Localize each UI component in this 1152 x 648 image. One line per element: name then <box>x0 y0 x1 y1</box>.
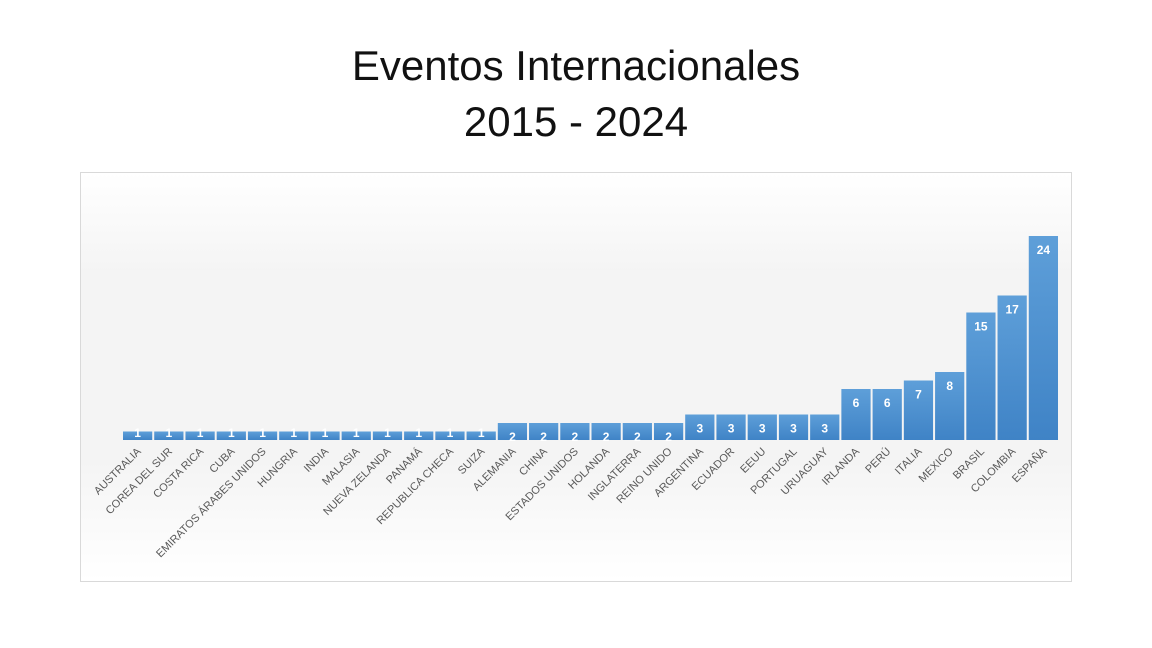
bar-reino-unido <box>653 423 684 440</box>
bar-corea-del-sur <box>154 431 184 440</box>
bar-value-label: 2 <box>572 430 579 444</box>
bar-uruaguay <box>810 414 840 440</box>
bar-inglaterra <box>622 423 652 440</box>
bar-value-label: 2 <box>540 430 547 444</box>
bar-value-label: 3 <box>696 422 703 436</box>
bar-value-label: 2 <box>603 430 610 444</box>
chart-title-line1: Eventos Internacionales <box>351 42 801 89</box>
bar-panam- <box>404 431 434 440</box>
bar-value-label: 1 <box>259 426 266 440</box>
category-label: REINO UNIDO <box>614 445 675 506</box>
category-label: MEXICO <box>917 445 956 484</box>
bar-italia <box>903 380 934 440</box>
bar-argentina <box>685 414 715 440</box>
bar-value-label: 15 <box>974 320 988 334</box>
bar-value-label: 1 <box>322 426 329 440</box>
chart-title: Eventos Internacionales 2015 - 2024 <box>0 38 1152 150</box>
bar-malasia <box>341 431 371 440</box>
bar-value-label: 3 <box>728 422 735 436</box>
bar-value-label: 6 <box>853 396 860 410</box>
bar-australia <box>123 431 153 440</box>
bar-value-label: 6 <box>884 396 891 410</box>
bar-value-label: 1 <box>478 426 485 440</box>
bar-irlanda <box>841 389 871 440</box>
bar-value-label: 24 <box>1037 243 1051 257</box>
bar-value-label: 7 <box>915 388 922 402</box>
bar-value-label: 3 <box>790 422 797 436</box>
bar-eeuu <box>747 414 777 440</box>
bar-value-label: 1 <box>134 426 141 440</box>
bar-nueva-zelanda <box>372 431 403 440</box>
bar-costa-rica <box>185 431 215 440</box>
category-label: ESPAÑA <box>1009 444 1050 485</box>
bar-alemania <box>497 423 528 440</box>
category-label: INDIA <box>302 445 332 475</box>
bar-value-label: 2 <box>634 430 641 444</box>
bar-value-label: 1 <box>197 426 204 440</box>
bar-value-label: 1 <box>166 426 173 440</box>
bar-value-label: 3 <box>821 422 828 436</box>
bar-value-label: 2 <box>665 430 672 444</box>
category-label: PERÚ <box>863 445 894 476</box>
chart-title-line2: 2015 - 2024 <box>463 98 689 145</box>
bar-mexico <box>935 372 965 440</box>
bar-value-label: 8 <box>946 379 953 393</box>
bar-value-label: 2 <box>509 430 516 444</box>
bar-ecuador <box>716 414 746 440</box>
bar-value-label: 1 <box>447 426 454 440</box>
bar-estados-unidos <box>560 423 590 440</box>
bar-value-label: 3 <box>759 422 766 436</box>
bar-per- <box>872 389 902 440</box>
bar-brasil <box>966 312 996 440</box>
bar-emiratos-rabes-unidos <box>247 431 278 440</box>
bar-cuba <box>216 431 246 440</box>
bar-suiza <box>466 431 496 440</box>
bar-value-label: 1 <box>228 426 235 440</box>
bar-espa-a <box>1028 236 1058 440</box>
bar-value-label: 1 <box>384 426 391 440</box>
bar-holanda <box>591 423 621 440</box>
bar-portugal <box>778 414 809 440</box>
bar-value-label: 1 <box>290 426 297 440</box>
bar-value-label: 1 <box>353 426 360 440</box>
bar-colombia <box>997 295 1027 440</box>
bar-china <box>529 423 559 440</box>
bar-value-label: 17 <box>1005 303 1019 317</box>
chart-area <box>80 172 1072 582</box>
category-label: EEUU <box>738 446 768 476</box>
bar-republica-checa <box>435 431 465 440</box>
bar-india <box>310 431 340 440</box>
bar-value-label: 1 <box>415 426 422 440</box>
bar-hungria <box>279 431 309 440</box>
